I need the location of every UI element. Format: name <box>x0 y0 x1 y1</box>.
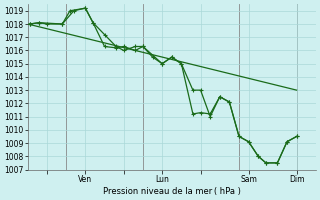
X-axis label: Pression niveau de la mer ( hPa ): Pression niveau de la mer ( hPa ) <box>103 187 241 196</box>
